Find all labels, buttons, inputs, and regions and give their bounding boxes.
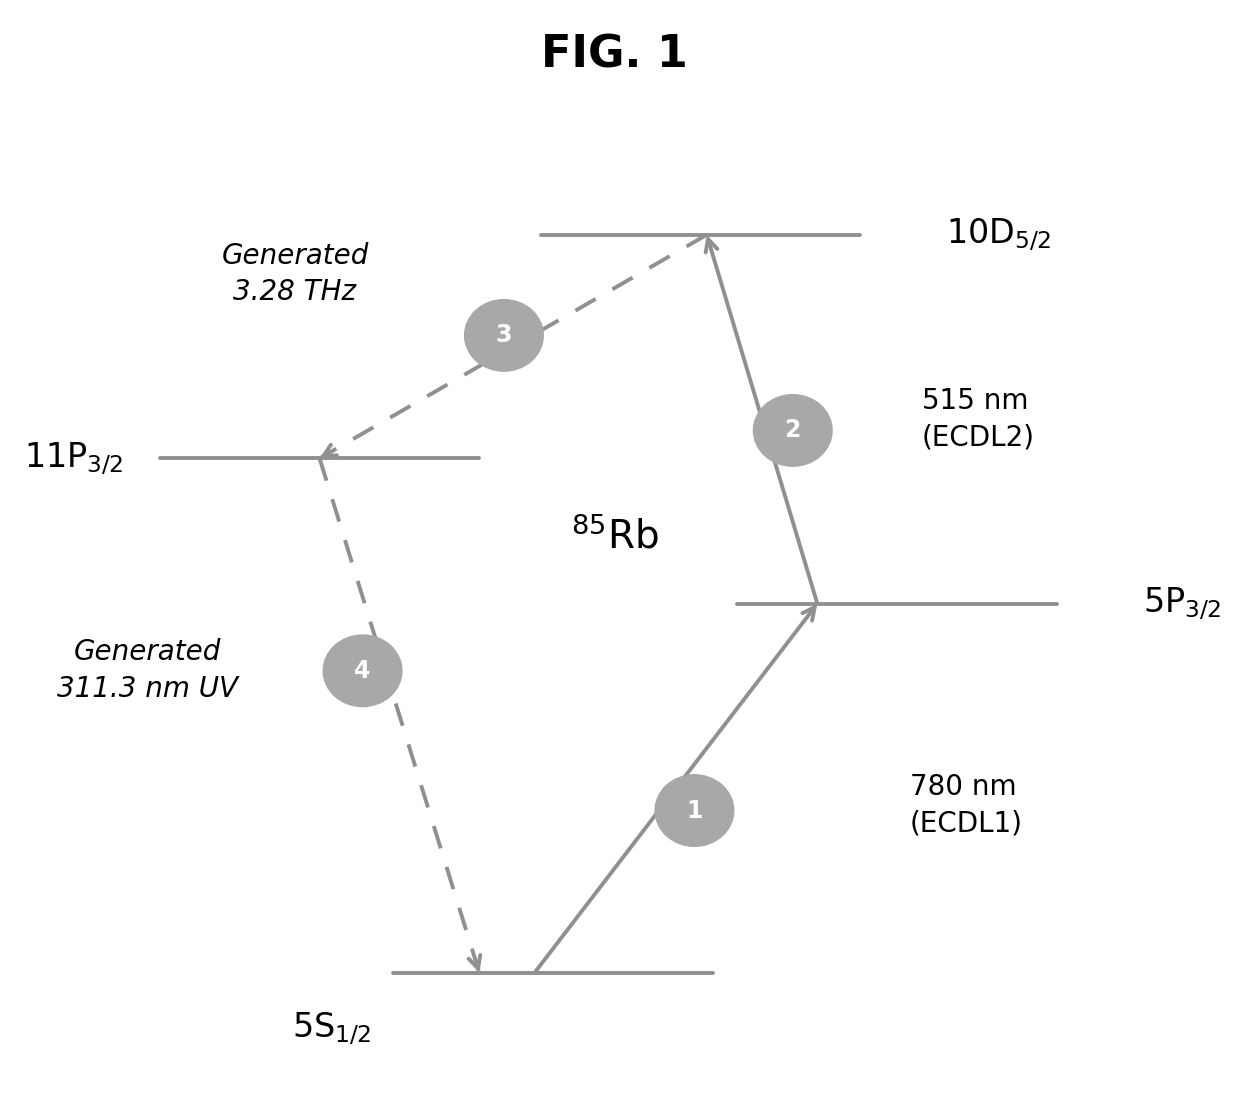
Text: 3: 3	[496, 323, 512, 348]
Text: 1: 1	[686, 798, 703, 823]
Circle shape	[465, 300, 543, 371]
Text: $\mathrm{11P}_{3/2}$: $\mathrm{11P}_{3/2}$	[24, 440, 124, 476]
Text: $\mathrm{5P}_{3/2}$: $\mathrm{5P}_{3/2}$	[1143, 586, 1221, 622]
Text: $\mathrm{10D}_{5/2}$: $\mathrm{10D}_{5/2}$	[946, 217, 1052, 253]
Circle shape	[324, 635, 402, 707]
Text: 515 nm
(ECDL2): 515 nm (ECDL2)	[921, 387, 1035, 452]
Text: 4: 4	[355, 659, 371, 683]
Circle shape	[655, 775, 734, 846]
Text: 2: 2	[785, 418, 801, 443]
Circle shape	[754, 395, 832, 466]
Text: Generated
3.28 THz: Generated 3.28 THz	[221, 241, 368, 306]
Text: FIG. 1: FIG. 1	[541, 34, 688, 76]
Text: 780 nm
(ECDL1): 780 nm (ECDL1)	[909, 773, 1023, 837]
Text: Generated
311.3 nm UV: Generated 311.3 nm UV	[57, 638, 238, 703]
Text: $^{85}$Rb: $^{85}$Rb	[570, 517, 658, 557]
Text: $\mathrm{5S}_{1/2}$: $\mathrm{5S}_{1/2}$	[293, 1011, 372, 1046]
